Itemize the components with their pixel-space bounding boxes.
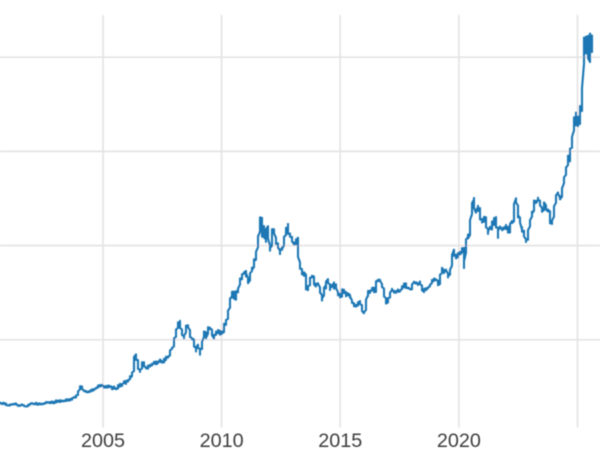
svg-text:2015: 2015 xyxy=(318,430,362,450)
svg-text:2020: 2020 xyxy=(437,430,481,450)
svg-text:2010: 2010 xyxy=(200,430,244,450)
svg-text:2005: 2005 xyxy=(81,430,125,450)
